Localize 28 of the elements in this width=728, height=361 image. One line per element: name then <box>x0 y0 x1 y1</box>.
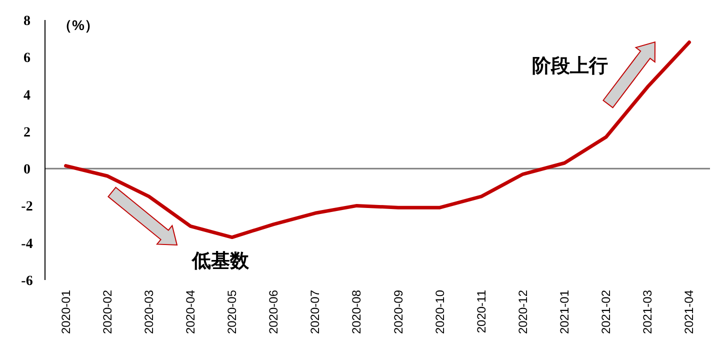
x-tick-label: 2021-04 <box>682 290 696 334</box>
line-series <box>64 40 691 240</box>
y-tick-label: 2 <box>24 125 30 140</box>
x-tick-label: 2021-01 <box>558 290 572 334</box>
x-tick-label: 2021-02 <box>599 290 614 334</box>
annotation: 阶段上行 <box>532 55 608 77</box>
y-axis-title: （%） <box>58 17 98 33</box>
y-tick-label: 8 <box>24 14 30 29</box>
y-tick-label: -6 <box>21 274 33 289</box>
x-tick-label: 2020-05 <box>225 290 240 334</box>
y-tick-label: 0 <box>24 162 30 178</box>
x-tick-label: 2020-10 <box>432 290 447 334</box>
y-tick-label: 4 <box>24 88 30 104</box>
x-tick-label: 2020-03 <box>142 290 156 334</box>
y-tick-label: 6 <box>24 51 30 66</box>
x-tick-label: 2020-11 <box>474 290 488 334</box>
x-tick-label: 2020-06 <box>266 290 281 334</box>
x-tick-label: 2020-01 <box>58 290 73 334</box>
x-tick-label: 2021-03 <box>640 290 655 334</box>
x-tick-label: 2020-12 <box>516 290 530 334</box>
y-tick-label: -2 <box>21 200 33 215</box>
x-tick-label: 2020-08 <box>350 290 364 334</box>
x-tick-label: 2020-07 <box>308 290 322 334</box>
x-tick-label: 2020-02 <box>100 290 114 334</box>
annotation: 低基数 <box>191 250 250 272</box>
x-tick-label: 2020-04 <box>183 290 198 334</box>
y-tick-label: -4 <box>21 236 33 252</box>
x-tick-label: 2020-09 <box>391 290 406 334</box>
